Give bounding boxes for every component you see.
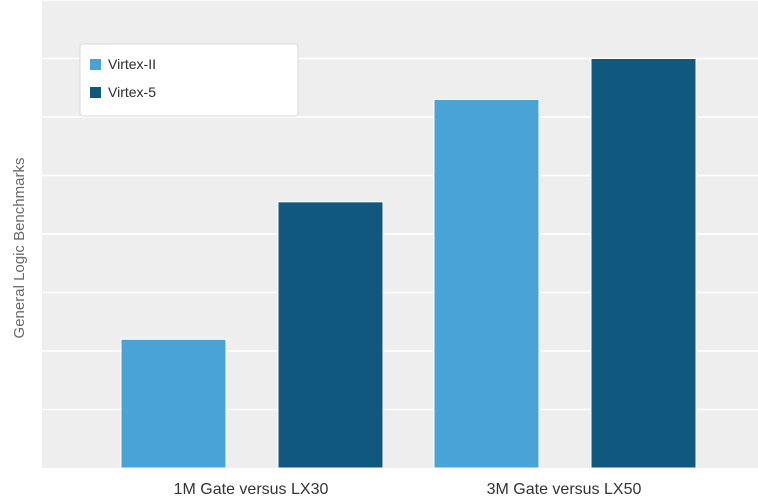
legend-swatch [90,87,101,98]
legend: Virtex-II Virtex-5 [79,43,299,117]
bar-virtex-ii-2 [433,98,540,469]
legend-label: Virtex-5 [108,84,156,100]
bar-virtex-ii-1 [120,338,227,469]
x-tick-label: 1M Gate versus LX30 [174,481,329,498]
bar-virtex-5-2 [590,58,697,469]
legend-swatch [90,59,101,70]
legend-box [79,43,299,117]
x-tick-labels: 1M Gate versus LX30 3M Gate versus LX50 [174,481,642,498]
x-tick-label: 3M Gate versus LX50 [487,481,642,498]
y-axis-label: General Logic Benchmarks [11,158,28,339]
bar-virtex-5-1 [277,201,384,469]
legend-label: Virtex-II [108,56,156,72]
bars [120,58,697,469]
